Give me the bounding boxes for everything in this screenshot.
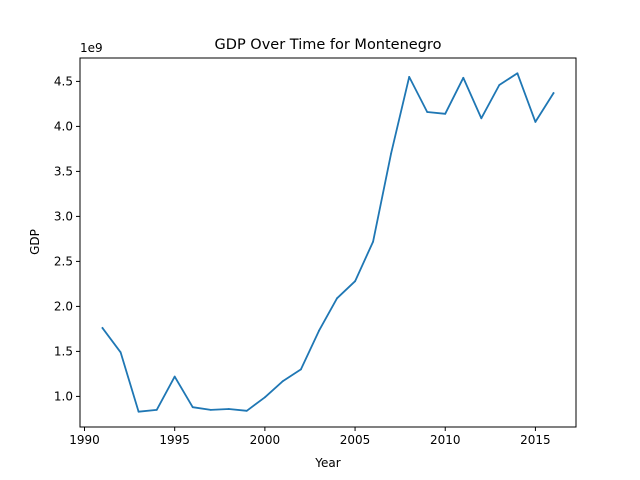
data-point — [137, 410, 140, 413]
y-tick-label: 1.5 — [54, 344, 73, 358]
data-point — [480, 117, 483, 120]
x-tick-label: 1990 — [69, 433, 100, 447]
x-axis-ticks: 1990 1995 2000 2005 2010 2015 — [69, 427, 551, 447]
data-point — [426, 111, 429, 113]
data-point — [300, 368, 302, 371]
data-point — [119, 351, 122, 354]
data-point — [390, 152, 393, 155]
data-point — [155, 409, 158, 411]
y-tick-label: 1.0 — [54, 389, 73, 403]
data-point — [534, 121, 537, 123]
gdp-series-line — [101, 72, 555, 413]
x-tick-label: 2015 — [520, 433, 551, 447]
data-point — [318, 329, 320, 332]
data-point — [462, 76, 465, 79]
y-tick-label: 3.5 — [54, 164, 73, 178]
data-point — [498, 84, 501, 86]
data-point — [227, 408, 230, 410]
data-point — [263, 396, 266, 399]
data-point — [101, 327, 104, 329]
y-tick-label: 4.5 — [54, 74, 73, 88]
data-point — [173, 375, 176, 378]
y-tick-label: 2.0 — [54, 299, 73, 313]
data-point — [444, 112, 447, 115]
data-point — [516, 72, 519, 75]
y-axis-ticks: 1.0 1.5 2.0 2.5 3.0 3.5 4.0 4.5 — [54, 74, 80, 403]
data-point — [336, 297, 338, 300]
y-tick-label: 3.0 — [54, 209, 73, 223]
data-point — [552, 92, 555, 94]
data-point — [282, 380, 284, 382]
y-tick-label: 4.0 — [54, 119, 73, 133]
data-point — [245, 409, 248, 412]
data-point — [209, 409, 212, 411]
data-point — [408, 76, 411, 78]
x-axis-label: Year — [314, 456, 340, 470]
y-axis-label: GDP — [28, 229, 42, 255]
y-offset-label: 1e9 — [80, 41, 103, 55]
x-tick-label: 2005 — [340, 433, 371, 447]
data-point — [372, 240, 374, 243]
x-tick-label: 2000 — [250, 433, 281, 447]
x-tick-label: 1995 — [159, 433, 190, 447]
x-tick-label: 2010 — [430, 433, 461, 447]
plot-frame — [79, 57, 577, 428]
gdp-data-points — [101, 72, 555, 413]
data-point — [354, 280, 356, 283]
chart-title: GDP Over Time for Montenegro — [215, 37, 442, 53]
y-tick-label: 2.5 — [54, 254, 73, 268]
data-point — [191, 406, 194, 409]
